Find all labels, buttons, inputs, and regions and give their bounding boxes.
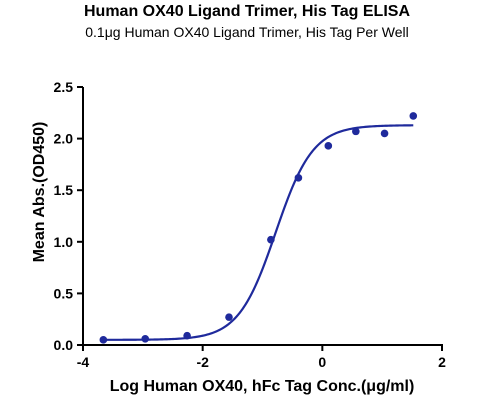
data-point bbox=[324, 142, 333, 150]
y-tick-label: 2.0 bbox=[54, 131, 74, 147]
data-point bbox=[267, 235, 275, 244]
data-point bbox=[380, 129, 389, 138]
data-point bbox=[225, 313, 233, 321]
x-tick-label: -4 bbox=[77, 354, 90, 370]
y-tick-label: 2.5 bbox=[54, 79, 74, 95]
fit-curve bbox=[103, 124, 414, 341]
data-point bbox=[409, 112, 418, 120]
x-tick-label: 0 bbox=[318, 354, 326, 370]
y-axis-label: Mean Abs.(OD450) bbox=[31, 122, 48, 263]
data-point bbox=[183, 331, 191, 340]
x-tick-label: 2 bbox=[438, 354, 446, 370]
chart-subtitle: 0.1μg Human OX40 Ligand Trimer, His Tag … bbox=[85, 24, 408, 40]
data-point bbox=[352, 127, 360, 136]
x-axis-label: Log Human OX40, hFc Tag Conc.(μg/ml) bbox=[110, 378, 415, 395]
data-point bbox=[294, 174, 303, 182]
data-point bbox=[99, 336, 108, 344]
data-point bbox=[141, 335, 150, 343]
y-tick-label: 0.0 bbox=[54, 337, 74, 353]
x-tick-label: -2 bbox=[196, 354, 209, 370]
y-tick-label: 1.5 bbox=[54, 182, 74, 198]
y-tick-label: 1.0 bbox=[54, 234, 74, 250]
y-tick-label: 0.5 bbox=[54, 285, 74, 301]
plot-area: -4 -2 0 2 0.0 0.5 1.0 1.5 2.0 2.5 bbox=[54, 79, 447, 370]
chart-title: Human OX40 Ligand Trimer, His Tag ELISA bbox=[84, 3, 410, 20]
